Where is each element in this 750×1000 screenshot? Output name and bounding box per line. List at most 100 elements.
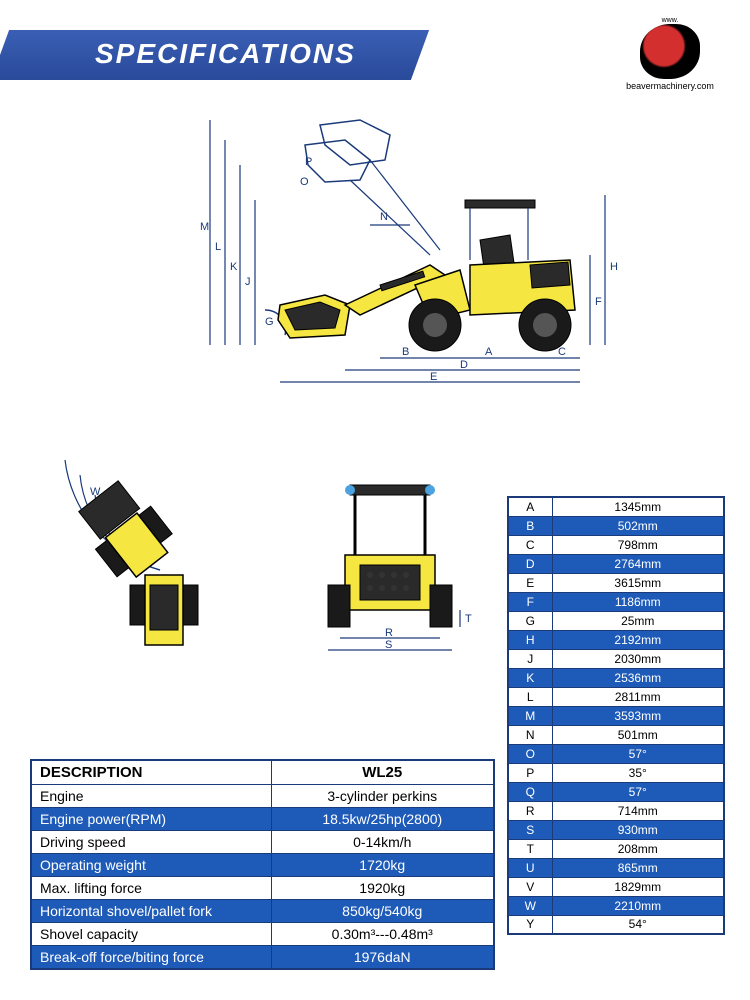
- svg-text:B: B: [402, 346, 409, 358]
- spec-desc: Engine: [31, 785, 271, 808]
- dim-row: V1829mm: [508, 877, 724, 896]
- dim-value: 54°: [552, 915, 724, 934]
- spec-row: Break-off force/biting force1976daN: [31, 946, 494, 970]
- dim-row: E3615mm: [508, 573, 724, 592]
- dim-row: N501mm: [508, 725, 724, 744]
- dim-letter: W: [508, 896, 552, 915]
- spec-value: 3-cylinder perkins: [271, 785, 494, 808]
- dim-row: H2192mm: [508, 630, 724, 649]
- dim-row: O57°: [508, 744, 724, 763]
- spec-desc: Break-off force/biting force: [31, 946, 271, 970]
- dim-value: 502mm: [552, 516, 724, 535]
- dim-row: Y54°: [508, 915, 724, 934]
- dim-letter: B: [508, 516, 552, 535]
- dim-letter: D: [508, 554, 552, 573]
- spec-desc: Driving speed: [31, 831, 271, 854]
- dim-row: S930mm: [508, 820, 724, 839]
- dim-value: 2030mm: [552, 649, 724, 668]
- svg-text:M: M: [200, 221, 209, 233]
- svg-text:R: R: [385, 627, 393, 639]
- dim-value: 1345mm: [552, 497, 724, 516]
- spec-table: DESCRIPTION WL25 Engine3-cylinder perkin…: [30, 759, 495, 970]
- dim-letter: P: [508, 763, 552, 782]
- spec-desc: Horizontal shovel/pallet fork: [31, 900, 271, 923]
- svg-text:P: P: [305, 156, 312, 168]
- dim-letter: K: [508, 668, 552, 687]
- dim-letter: E: [508, 573, 552, 592]
- dim-row: Q57°: [508, 782, 724, 801]
- dim-value: 2210mm: [552, 896, 724, 915]
- dimension-table: A1345mmB502mmC798mmD2764mmE3615mmF1186mm…: [507, 496, 725, 935]
- spec-value: 0.30m³---0.48m³: [271, 923, 494, 946]
- dim-letter: R: [508, 801, 552, 820]
- dim-letter: C: [508, 535, 552, 554]
- spec-row: Engine3-cylinder perkins: [31, 785, 494, 808]
- dim-row: W2210mm: [508, 896, 724, 915]
- brand-logo: www. beavermachinery.com: [625, 15, 715, 90]
- svg-text:N: N: [380, 211, 388, 223]
- svg-text:S: S: [385, 639, 392, 651]
- svg-text:J: J: [245, 276, 251, 288]
- dim-row: C798mm: [508, 535, 724, 554]
- svg-text:K: K: [230, 261, 238, 273]
- svg-text:T: T: [465, 613, 472, 625]
- dim-row: M3593mm: [508, 706, 724, 725]
- svg-text:E: E: [430, 371, 437, 383]
- spec-header-model: WL25: [271, 760, 494, 785]
- dim-value: 57°: [552, 782, 724, 801]
- spec-value: 1920kg: [271, 877, 494, 900]
- dim-letter: L: [508, 687, 552, 706]
- top-view-diagram: U V W Y: [40, 420, 280, 680]
- dim-value: 57°: [552, 744, 724, 763]
- dim-letter: H: [508, 630, 552, 649]
- dim-letter: A: [508, 497, 552, 516]
- dim-letter: U: [508, 858, 552, 877]
- spec-value: 1976daN: [271, 946, 494, 970]
- dim-value: 1186mm: [552, 592, 724, 611]
- spec-row: Driving speed0-14km/h: [31, 831, 494, 854]
- svg-text:A: A: [485, 346, 493, 358]
- dim-value: 714mm: [552, 801, 724, 820]
- dim-row: G25mm: [508, 611, 724, 630]
- spec-row: Engine power(RPM)18.5kw/25hp(2800): [31, 808, 494, 831]
- dim-value: 501mm: [552, 725, 724, 744]
- spec-row: Max. lifting force1920kg: [31, 877, 494, 900]
- spec-desc: Operating weight: [31, 854, 271, 877]
- dim-value: 865mm: [552, 858, 724, 877]
- dim-row: T208mm: [508, 839, 724, 858]
- dim-value: 208mm: [552, 839, 724, 858]
- svg-text:F: F: [595, 296, 602, 308]
- spec-desc: Engine power(RPM): [31, 808, 271, 831]
- spec-row: Shovel capacity0.30m³---0.48m³: [31, 923, 494, 946]
- svg-text:D: D: [460, 359, 468, 371]
- dim-letter: Q: [508, 782, 552, 801]
- dim-value: 3615mm: [552, 573, 724, 592]
- dim-row: F1186mm: [508, 592, 724, 611]
- dim-value: 3593mm: [552, 706, 724, 725]
- spec-value: 1720kg: [271, 854, 494, 877]
- dim-value: 930mm: [552, 820, 724, 839]
- svg-text:L: L: [215, 241, 221, 253]
- spec-desc: Max. lifting force: [31, 877, 271, 900]
- svg-text:H: H: [610, 261, 618, 273]
- dim-letter: S: [508, 820, 552, 839]
- page-title: SPECIFICATIONS: [95, 38, 356, 70]
- dim-row: D2764mm: [508, 554, 724, 573]
- logo-url: beavermachinery.com: [625, 81, 715, 91]
- side-view-diagram: M L K J P O N H F G: [70, 100, 690, 410]
- dim-letter: O: [508, 744, 552, 763]
- dim-letter: T: [508, 839, 552, 858]
- dim-value: 1829mm: [552, 877, 724, 896]
- svg-text:G: G: [265, 316, 274, 328]
- dim-row: R714mm: [508, 801, 724, 820]
- svg-text:O: O: [300, 176, 309, 188]
- spec-value: 18.5kw/25hp(2800): [271, 808, 494, 831]
- dim-letter: V: [508, 877, 552, 896]
- spec-value: 0-14km/h: [271, 831, 494, 854]
- dim-value: 2192mm: [552, 630, 724, 649]
- rear-view-diagram: R S T: [290, 470, 490, 670]
- dim-letter: J: [508, 649, 552, 668]
- dim-row: L2811mm: [508, 687, 724, 706]
- dim-row: P35°: [508, 763, 724, 782]
- svg-text:C: C: [558, 346, 566, 358]
